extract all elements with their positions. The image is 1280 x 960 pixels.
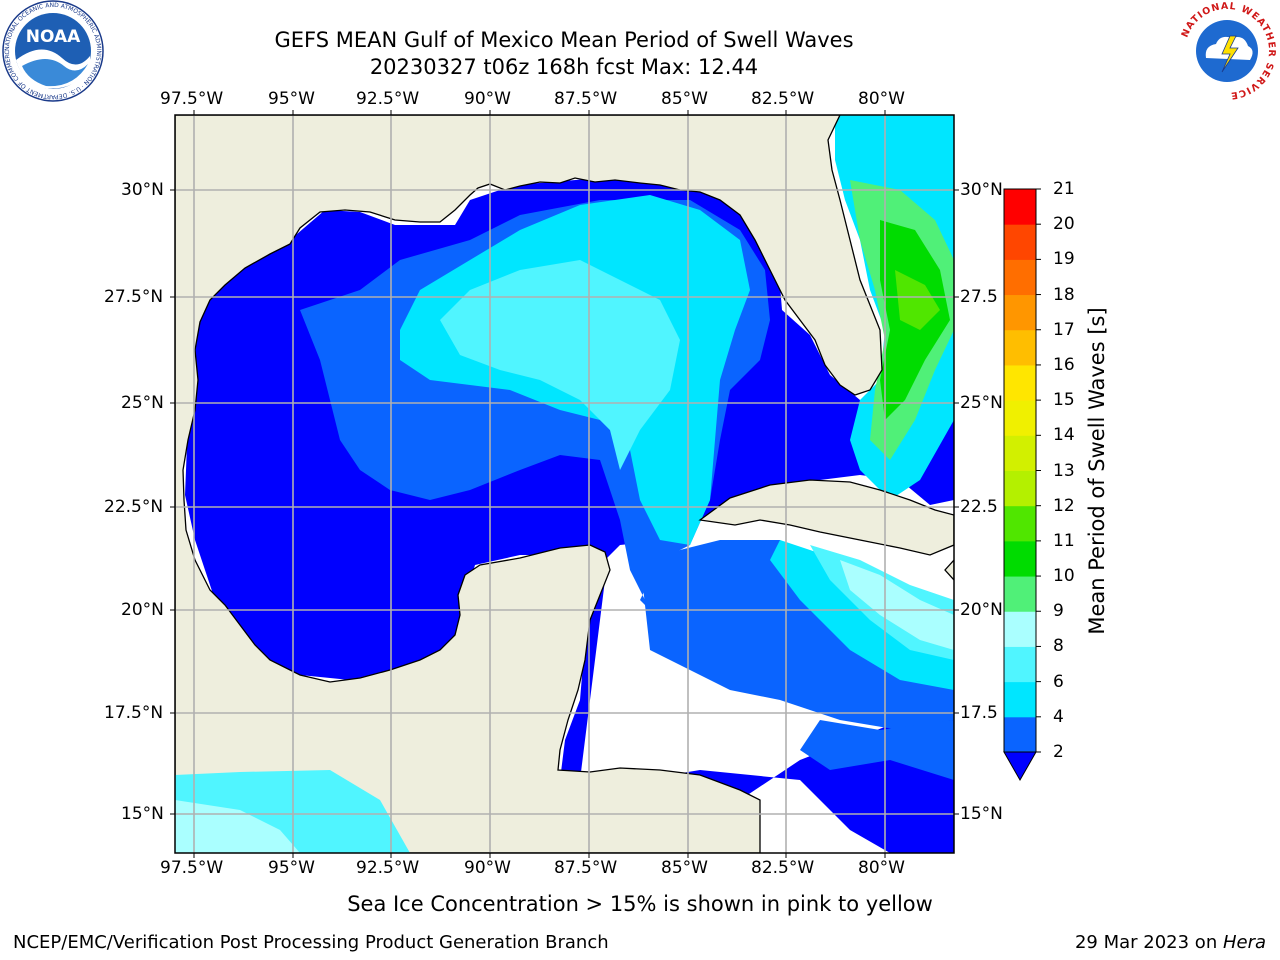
colorbar-tick-label: 11	[1053, 530, 1075, 551]
lat-label-right: 15°N	[960, 804, 1003, 824]
colorbar-extend-arrow	[1003, 751, 1037, 782]
colorbar-band	[1004, 400, 1036, 436]
lon-label-top: 90°W	[464, 89, 511, 109]
colorbar-band	[1004, 681, 1036, 718]
colorbar	[1003, 188, 1041, 782]
colorbar-band	[1004, 646, 1036, 683]
lon-label-top: 80°W	[858, 89, 905, 109]
sea-ice-note: Sea Ice Concentration > 15% is shown in …	[347, 892, 933, 916]
lon-label-bottom: 80°W	[858, 858, 905, 878]
lon-label-bottom: 92.5°W	[356, 858, 420, 878]
colorbar-band	[1004, 505, 1036, 542]
colorbar-tick-label: 19	[1053, 249, 1075, 270]
colorbar-tick-label: 8	[1053, 636, 1064, 657]
colorbar-tick-label: 17	[1053, 319, 1075, 340]
lon-label-bottom: 85°W	[661, 858, 708, 878]
colorbar-tick-label: 10	[1053, 566, 1075, 587]
lon-label-top: 97.5°W	[160, 89, 224, 109]
lat-label-right: 20°N	[960, 600, 1003, 620]
colorbar-band	[1004, 259, 1036, 296]
lon-label-top: 85°W	[661, 89, 708, 109]
svg-text:NOAA: NOAA	[26, 27, 81, 47]
lat-label-right: 22.5	[960, 497, 998, 517]
colorbar-tick-label: 16	[1053, 354, 1075, 375]
lon-label-top: 95°W	[268, 89, 315, 109]
nws-logo: NATIONAL WEATHER SERVICE	[1177, 1, 1277, 101]
lat-label-left: 15°N	[121, 804, 164, 824]
colorbar-band	[1004, 364, 1036, 401]
lon-label-top: 92.5°W	[356, 89, 420, 109]
colorbar-tick-label: 15	[1053, 390, 1075, 411]
lon-label-bottom: 90°W	[464, 858, 511, 878]
lon-label-bottom: 97.5°W	[160, 858, 224, 878]
colorbar-tick-label: 12	[1053, 495, 1075, 516]
map-title: GEFS MEAN Gulf of Mexico Mean Period of …	[274, 28, 854, 52]
machine-name: Hera	[1222, 932, 1266, 953]
lat-label-left: 20°N	[121, 600, 164, 620]
noaa-logo: NATIONAL OCEANIC AND ATMOSPHERIC ADMINIS…	[2, 0, 104, 102]
colorbar-band	[1004, 611, 1036, 647]
graticule	[175, 115, 954, 853]
colorbar-label: Mean Period of Swell Waves [s]	[1085, 307, 1109, 635]
colorbar-tick-label: 20	[1053, 214, 1075, 235]
lon-label-top: 87.5°W	[554, 89, 618, 109]
colorbar-tick-label: 18	[1053, 284, 1075, 305]
lat-label-left: 27.5°N	[104, 287, 164, 307]
colorbar-band	[1004, 329, 1036, 366]
colorbar-tick-label: 2	[1053, 742, 1064, 762]
colorbar-tick-label: 21	[1053, 179, 1075, 199]
colorbar-tick-label: 13	[1053, 460, 1075, 481]
colorbar-tick-label: 9	[1053, 601, 1064, 622]
lon-label-bottom: 95°W	[268, 858, 315, 878]
lon-label-bottom: 82.5°W	[751, 858, 815, 878]
date-stamp: 29 Mar 2023 on Hera	[1074, 932, 1266, 953]
colorbar-band	[1004, 435, 1036, 471]
colorbar-tick-label: 4	[1053, 706, 1064, 727]
colorbar-band	[1004, 576, 1036, 612]
lat-label-right: 30°N	[960, 180, 1003, 200]
colorbar-band	[1004, 294, 1036, 331]
lon-label-top: 82.5°W	[751, 89, 815, 109]
colorbar-band	[1004, 224, 1036, 260]
lat-label-left: 17.5°N	[104, 703, 164, 723]
map-field	[175, 115, 954, 853]
lat-label-left: 22.5°N	[104, 497, 164, 517]
colorbar-tick-label: 14	[1053, 425, 1075, 446]
map-subtitle: 20230327 t06z 168h fcst Max: 12.44	[369, 55, 759, 79]
colorbar-band	[1004, 470, 1036, 507]
lat-label-left: 25°N	[121, 393, 164, 413]
colorbar-tick-label: 6	[1053, 671, 1064, 692]
colorbar-band	[1004, 189, 1036, 225]
lat-label-right: 25°N	[960, 393, 1003, 413]
credit-text: NCEP/EMC/Verification Post Processing Pr…	[13, 932, 609, 953]
colorbar-band	[1004, 540, 1036, 577]
colorbar-band	[1004, 716, 1036, 753]
lon-label-bottom: 87.5°W	[554, 858, 618, 878]
lat-label-right: 17.5	[960, 703, 998, 723]
map-frame	[174, 114, 955, 854]
lat-label-left: 30°N	[121, 180, 164, 200]
lat-label-right: 27.5	[960, 287, 998, 307]
